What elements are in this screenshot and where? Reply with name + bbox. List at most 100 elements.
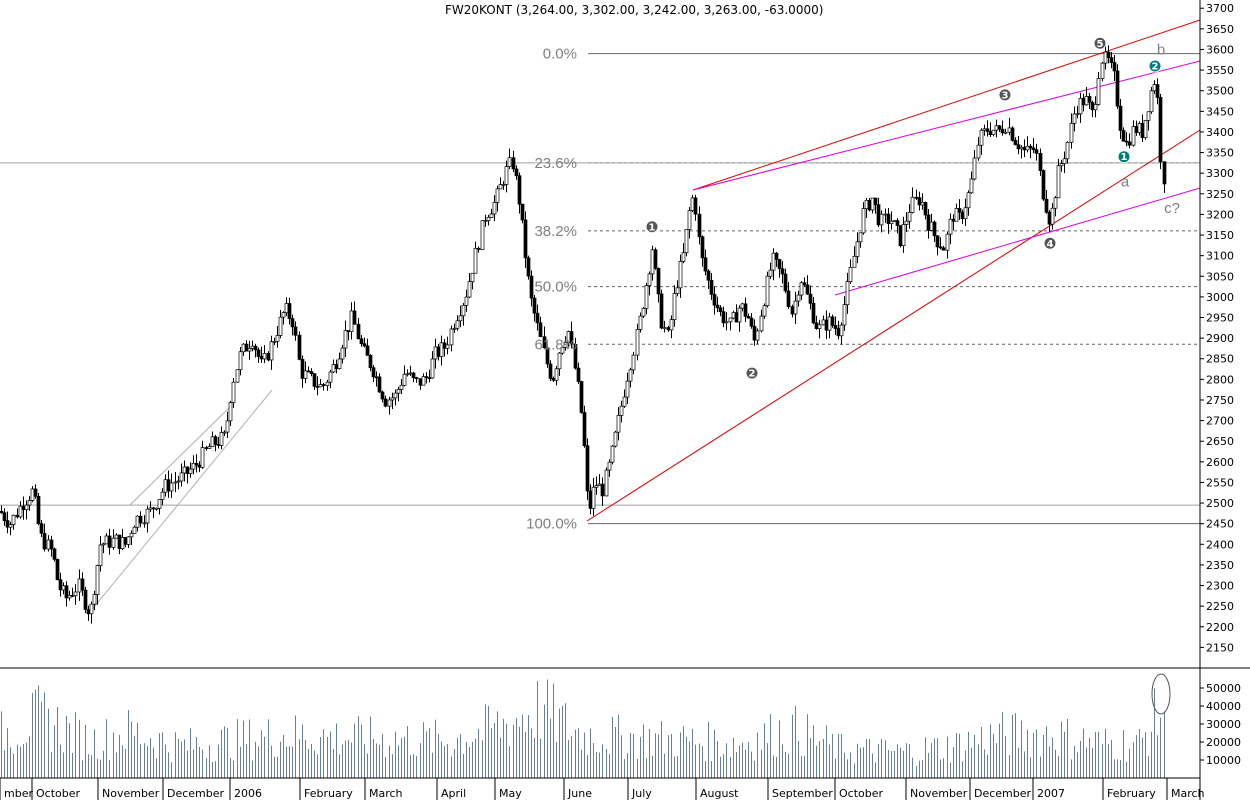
price-tick-label: 3550: [1206, 64, 1234, 77]
candle-body: [200, 447, 205, 468]
candle-body: [318, 384, 323, 388]
candle-body: [963, 207, 968, 220]
candle-body: [390, 397, 395, 401]
candle-body: [976, 144, 981, 159]
candle-body: [458, 315, 463, 322]
candle-body: [650, 249, 655, 275]
candle-body: [693, 197, 698, 215]
candle-body: [213, 436, 218, 445]
candle-body: [148, 507, 153, 510]
candle-body: [507, 157, 512, 167]
candle-body: [157, 499, 162, 509]
candle-body: [501, 184, 506, 186]
candle-body: [1062, 158, 1067, 164]
candle-body: [635, 329, 640, 356]
candle-body: [15, 514, 20, 518]
volume-spike-highlight: [1151, 673, 1171, 715]
candle-body: [1003, 131, 1008, 134]
candle-body: [179, 472, 184, 482]
candle-body: [52, 548, 57, 560]
time-tick-label: August: [700, 787, 739, 800]
price-tick-label: 2950: [1206, 312, 1234, 325]
candle-body: [445, 344, 450, 349]
price-tick-label: 2350: [1206, 559, 1234, 572]
candle-body: [1087, 96, 1092, 103]
candle-body: [783, 273, 788, 292]
candle-body: [585, 445, 590, 492]
candle-body: [368, 355, 373, 369]
candle-body: [935, 235, 940, 248]
candle-body: [709, 279, 714, 295]
lower-magenta-channel-line: [834, 187, 1201, 296]
price-tick-label: 3650: [1206, 23, 1234, 36]
candle-body: [278, 316, 283, 336]
candle-body: [1084, 96, 1089, 106]
candle-body: [452, 327, 457, 330]
candle-body: [749, 317, 754, 327]
price-tick-label: 3200: [1206, 208, 1234, 221]
candle-body: [1081, 97, 1086, 106]
candle-body: [24, 504, 29, 511]
time-tick-label: December: [974, 787, 1032, 800]
price-tick-label: 2750: [1206, 394, 1234, 407]
volume-tick-label: 30000: [1206, 718, 1241, 731]
candle-body: [154, 507, 159, 510]
candle-body: [752, 325, 757, 341]
fibonacci-labels: 0.0% 23.6% 38.2% 50.0% 61.8% 100.0%: [526, 46, 577, 533]
candle-body: [359, 338, 364, 345]
candle-body: [27, 500, 32, 506]
candle-body: [1106, 51, 1111, 58]
candle-body: [328, 371, 333, 383]
candle-body: [551, 378, 556, 381]
wave-marker-circle: [1043, 236, 1057, 250]
candle-body: [628, 369, 633, 382]
candle-body: [504, 166, 509, 185]
candle-body: [191, 462, 196, 470]
rising-channel-upper: [129, 404, 233, 506]
candle-body: [49, 539, 54, 550]
time-axis-labels: mber October November December 2006 February M…: [0, 778, 1205, 800]
wave-marker-label: 3: [1002, 90, 1009, 101]
candle-body: [957, 208, 962, 213]
candle-body: [30, 488, 35, 501]
candle-body: [1112, 62, 1117, 72]
candle-body: [591, 486, 596, 509]
candle-body: [142, 522, 147, 525]
candle-body: [1031, 147, 1036, 151]
wave-marker-label: 1: [649, 222, 656, 233]
candle-body: [70, 595, 75, 597]
candle-body: [197, 464, 202, 468]
candle-body: [514, 168, 519, 177]
candle-body: [33, 488, 38, 497]
candle-body: [464, 296, 469, 306]
upper-red-channel-line: [692, 19, 1201, 191]
candle-body: [647, 273, 652, 286]
time-tick-label: March: [1171, 787, 1205, 800]
time-tick-label: March: [369, 787, 403, 800]
candle-body: [945, 233, 950, 251]
fib-label: 100.0%: [526, 516, 577, 533]
price-axis-ticks: 3700 3650 3600 3550 3500 3450 3400 3350 3300 3250…: [1200, 2, 1234, 654]
candle-body: [256, 349, 261, 357]
wave-marker-circle: [1093, 36, 1107, 50]
candle-body: [864, 199, 869, 209]
volume-tick-label: 50000: [1206, 682, 1241, 695]
candle-body: [827, 316, 832, 331]
candle-body: [132, 526, 137, 534]
candle-body: [907, 212, 912, 222]
candle-body: [340, 347, 345, 360]
price-tick-label: 2150: [1206, 641, 1234, 654]
candle-body: [39, 523, 44, 534]
candle-body: [1162, 161, 1167, 185]
candle-body: [538, 322, 543, 338]
candle-body: [138, 515, 143, 524]
candle-body: [1050, 207, 1055, 225]
candle-body: [811, 302, 816, 324]
candle-body: [1056, 165, 1061, 199]
wave-marker-circle: [645, 220, 659, 234]
time-tick-label: July: [631, 787, 652, 800]
candle-body: [1124, 140, 1129, 143]
candle-body: [762, 305, 767, 317]
candle-body: [1028, 145, 1033, 149]
candle-body: [712, 293, 717, 306]
